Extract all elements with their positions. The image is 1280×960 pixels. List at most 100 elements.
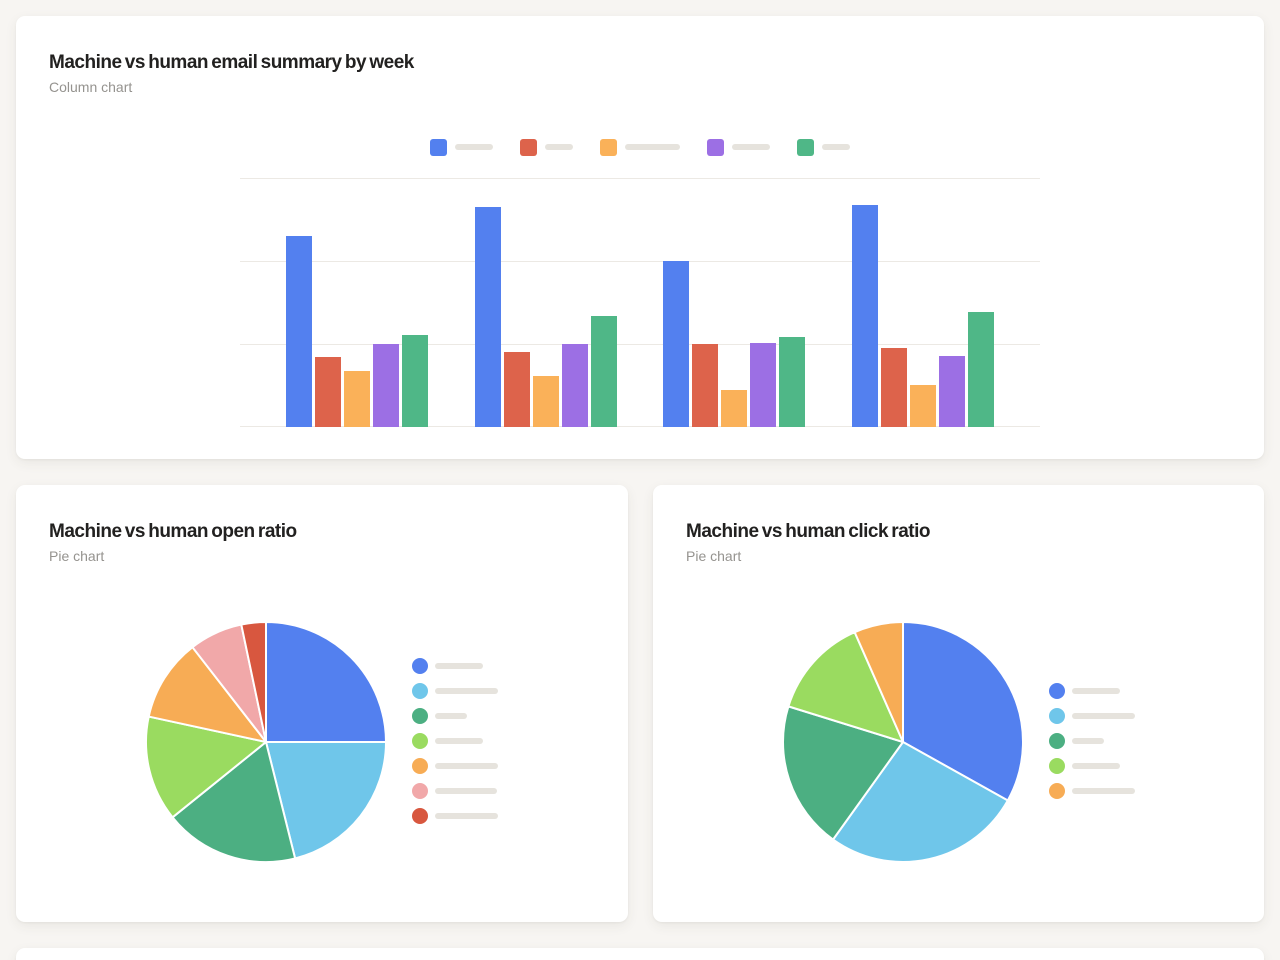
bar-series-purple-week-1: [373, 344, 400, 427]
legend-redacted-label: [732, 144, 770, 150]
click-ratio-legend: [1049, 678, 1135, 803]
pie-slice-sky: [265, 741, 387, 860]
legend-item-slice-orange: [1049, 778, 1135, 803]
pie-slice-lime: [787, 631, 904, 743]
legend-swatch-series-blue: [430, 138, 447, 156]
legend-dot-slice-orange: [1049, 782, 1065, 799]
legend-dot-slice-green: [1049, 732, 1065, 749]
bar-group-week-4: [851, 178, 994, 427]
pie-slice-green: [782, 705, 904, 841]
legend-swatch-series-green: [797, 138, 814, 156]
column-chart-plot: [240, 178, 1040, 427]
legend-item-slice-orange: [412, 753, 498, 778]
bar-series-blue-week-3: [663, 261, 690, 427]
card-partially-visible-bottom: [16, 948, 1264, 960]
legend-dot-slice-red: [412, 807, 428, 824]
bar-group-week-2: [474, 178, 617, 427]
legend-item-series-blue: [430, 138, 493, 156]
bar-series-blue-week-2: [474, 207, 501, 427]
legend-dot-slice-blue: [1049, 682, 1065, 699]
legend-item-series-orange: [600, 138, 680, 156]
gridline: [240, 344, 1040, 345]
click-ratio-pie-chart: [782, 621, 1024, 863]
legend-item-series-green: [797, 138, 850, 156]
legend-item-slice-green: [1049, 728, 1135, 753]
bar-series-purple-week-3: [750, 343, 777, 427]
bar-series-orange-week-1: [344, 371, 371, 427]
legend-item-slice-lime: [1049, 753, 1135, 778]
open-ratio-subtitle: Pie chart: [49, 548, 105, 564]
pie-slice-blue: [265, 621, 387, 743]
open-ratio-title: Machine vs human open ratio: [49, 521, 297, 542]
pie-slice-blue: [902, 621, 1024, 802]
legend-item-slice-green: [412, 703, 498, 728]
email-summary-subtitle: Column chart: [49, 79, 133, 95]
bar-series-red-week-2: [503, 352, 530, 427]
card-click-ratio: Machine vs human click ratio Pie chart: [653, 485, 1264, 922]
pie-slice-orange: [853, 621, 904, 743]
bar-series-red-week-4: [880, 348, 907, 427]
card-email-summary-by-week: Machine vs human email summary by week C…: [16, 16, 1264, 459]
legend-redacted-label: [435, 812, 498, 819]
open-ratio-legend: [412, 653, 498, 828]
legend-dot-slice-blue: [412, 657, 428, 674]
legend-redacted-label: [625, 144, 680, 150]
click-ratio-subtitle: Pie chart: [686, 548, 742, 564]
bar-group-week-3: [663, 178, 806, 427]
legend-redacted-label: [435, 662, 483, 669]
legend-swatch-series-purple: [707, 138, 724, 156]
legend-dot-slice-lime: [1049, 757, 1065, 774]
bar-series-orange-week-4: [909, 384, 936, 427]
legend-item-slice-red: [412, 803, 498, 828]
legend-dot-slice-green: [412, 707, 428, 724]
click-ratio-title: Machine vs human click ratio: [686, 521, 930, 542]
bar-series-green-week-4: [967, 311, 994, 427]
pie-slice-orange: [147, 646, 267, 743]
email-summary-title: Machine vs human email summary by week: [49, 52, 414, 73]
legend-item-slice-pink: [412, 778, 498, 803]
legend-swatch-series-red: [520, 138, 537, 156]
gridline: [240, 178, 1040, 179]
legend-item-series-red: [520, 138, 573, 156]
legend-redacted-label: [1072, 762, 1120, 769]
card-open-ratio: Machine vs human open ratio Pie chart: [16, 485, 628, 922]
legend-redacted-label: [435, 687, 498, 694]
bar-groups: [240, 178, 1040, 427]
column-chart-legend: [16, 138, 1264, 156]
legend-redacted-label: [1072, 712, 1135, 719]
legend-redacted-label: [822, 144, 850, 150]
legend-redacted-label: [455, 144, 493, 150]
legend-dot-slice-sky: [412, 682, 428, 699]
pie-slice-sky: [832, 741, 1009, 863]
legend-item-slice-sky: [1049, 703, 1135, 728]
bar-series-orange-week-3: [721, 389, 748, 427]
bar-series-blue-week-4: [851, 205, 878, 427]
legend-dot-slice-orange: [412, 757, 428, 774]
legend-swatch-series-orange: [600, 138, 617, 156]
legend-item-series-purple: [707, 138, 770, 156]
legend-redacted-label: [1072, 787, 1135, 794]
bar-series-red-week-3: [692, 344, 719, 427]
legend-dot-slice-lime: [412, 732, 428, 749]
legend-redacted-label: [435, 762, 498, 769]
legend-redacted-label: [545, 144, 573, 150]
gridline: [240, 261, 1040, 262]
bar-series-green-week-2: [590, 315, 617, 427]
gridline: [240, 426, 1040, 427]
bar-series-purple-week-4: [938, 356, 965, 427]
bar-series-blue-week-1: [286, 236, 313, 427]
bar-series-orange-week-2: [532, 376, 559, 427]
legend-dot-slice-sky: [1049, 707, 1065, 724]
bar-series-green-week-3: [779, 336, 806, 427]
legend-item-slice-blue: [1049, 678, 1135, 703]
bar-series-purple-week-2: [561, 344, 588, 427]
pie-slice-green: [171, 741, 297, 863]
bar-series-green-week-1: [402, 334, 429, 427]
open-ratio-pie-chart: [145, 621, 387, 863]
legend-redacted-label: [435, 787, 497, 794]
bar-series-red-week-1: [315, 357, 342, 427]
legend-redacted-label: [435, 737, 483, 744]
pie-slice-red: [240, 621, 267, 743]
legend-item-slice-blue: [412, 653, 498, 678]
